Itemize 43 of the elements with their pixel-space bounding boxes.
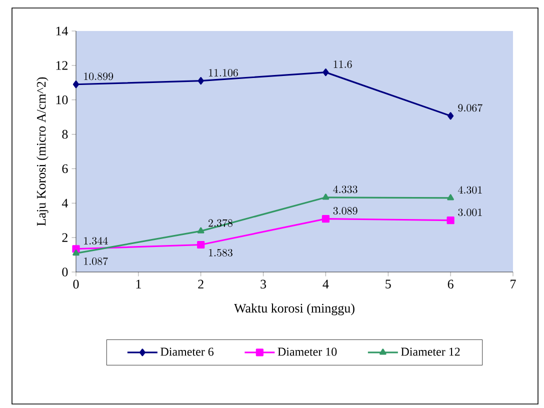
data-label: 3.089 — [333, 207, 358, 215]
data-label: 3.001 — [458, 208, 482, 216]
x-tick-label: 1 — [136, 280, 141, 288]
data-label: 1 .344 — [84, 236, 108, 245]
data-label: 11 .6 — [334, 60, 352, 68]
y-tick-label: 6 — [62, 164, 68, 174]
data-label: 9.067 — [458, 104, 482, 112]
data-label: 10.899 — [84, 72, 114, 80]
legend-label: Diameter 6 — [160, 348, 214, 356]
data-label: 4.301 — [458, 186, 482, 194]
x-tick-label: 3 — [260, 280, 266, 289]
point — [198, 77, 204, 85]
data-label: 1 .087 — [84, 257, 108, 266]
x-tick-label: 7 — [510, 280, 516, 288]
y-tick-label: 2 — [62, 233, 68, 242]
point — [448, 112, 454, 120]
y-tick-label: 4 — [62, 198, 68, 208]
y-tick-label: 8 — [62, 130, 68, 139]
legend-label: Diameter 12 — [401, 348, 460, 356]
point — [72, 80, 80, 88]
y-tick-label: 10 — [56, 95, 68, 104]
legend-label: Diameter 10 — [278, 348, 337, 356]
x-axis-title: Waktu korosi (minggu) — [234, 303, 354, 316]
y-tick-label: 0 — [62, 268, 68, 276]
point — [322, 68, 329, 76]
y-axis-title: Laju Korosi (micro A/cm^2) — [36, 77, 48, 226]
x-tick-label: 2 — [198, 280, 204, 288]
x-tick-label: 5 — [386, 280, 391, 288]
point — [197, 227, 204, 234]
point — [72, 249, 80, 256]
y-tick-label: 14 — [56, 26, 68, 36]
point — [446, 216, 454, 224]
data-label: 4.333 — [333, 186, 358, 194]
point — [197, 240, 205, 249]
y-tick-label: 12 — [56, 61, 68, 70]
x-tick-label: 6 — [448, 280, 454, 289]
point — [447, 194, 454, 200]
data-label: 11 . 106 — [208, 69, 238, 77]
point — [322, 194, 330, 200]
data-label: 1 .583 — [208, 248, 232, 257]
x-tick-label: 0 — [73, 280, 79, 289]
point — [322, 215, 330, 223]
x-tick-label: 4 — [322, 280, 329, 288]
